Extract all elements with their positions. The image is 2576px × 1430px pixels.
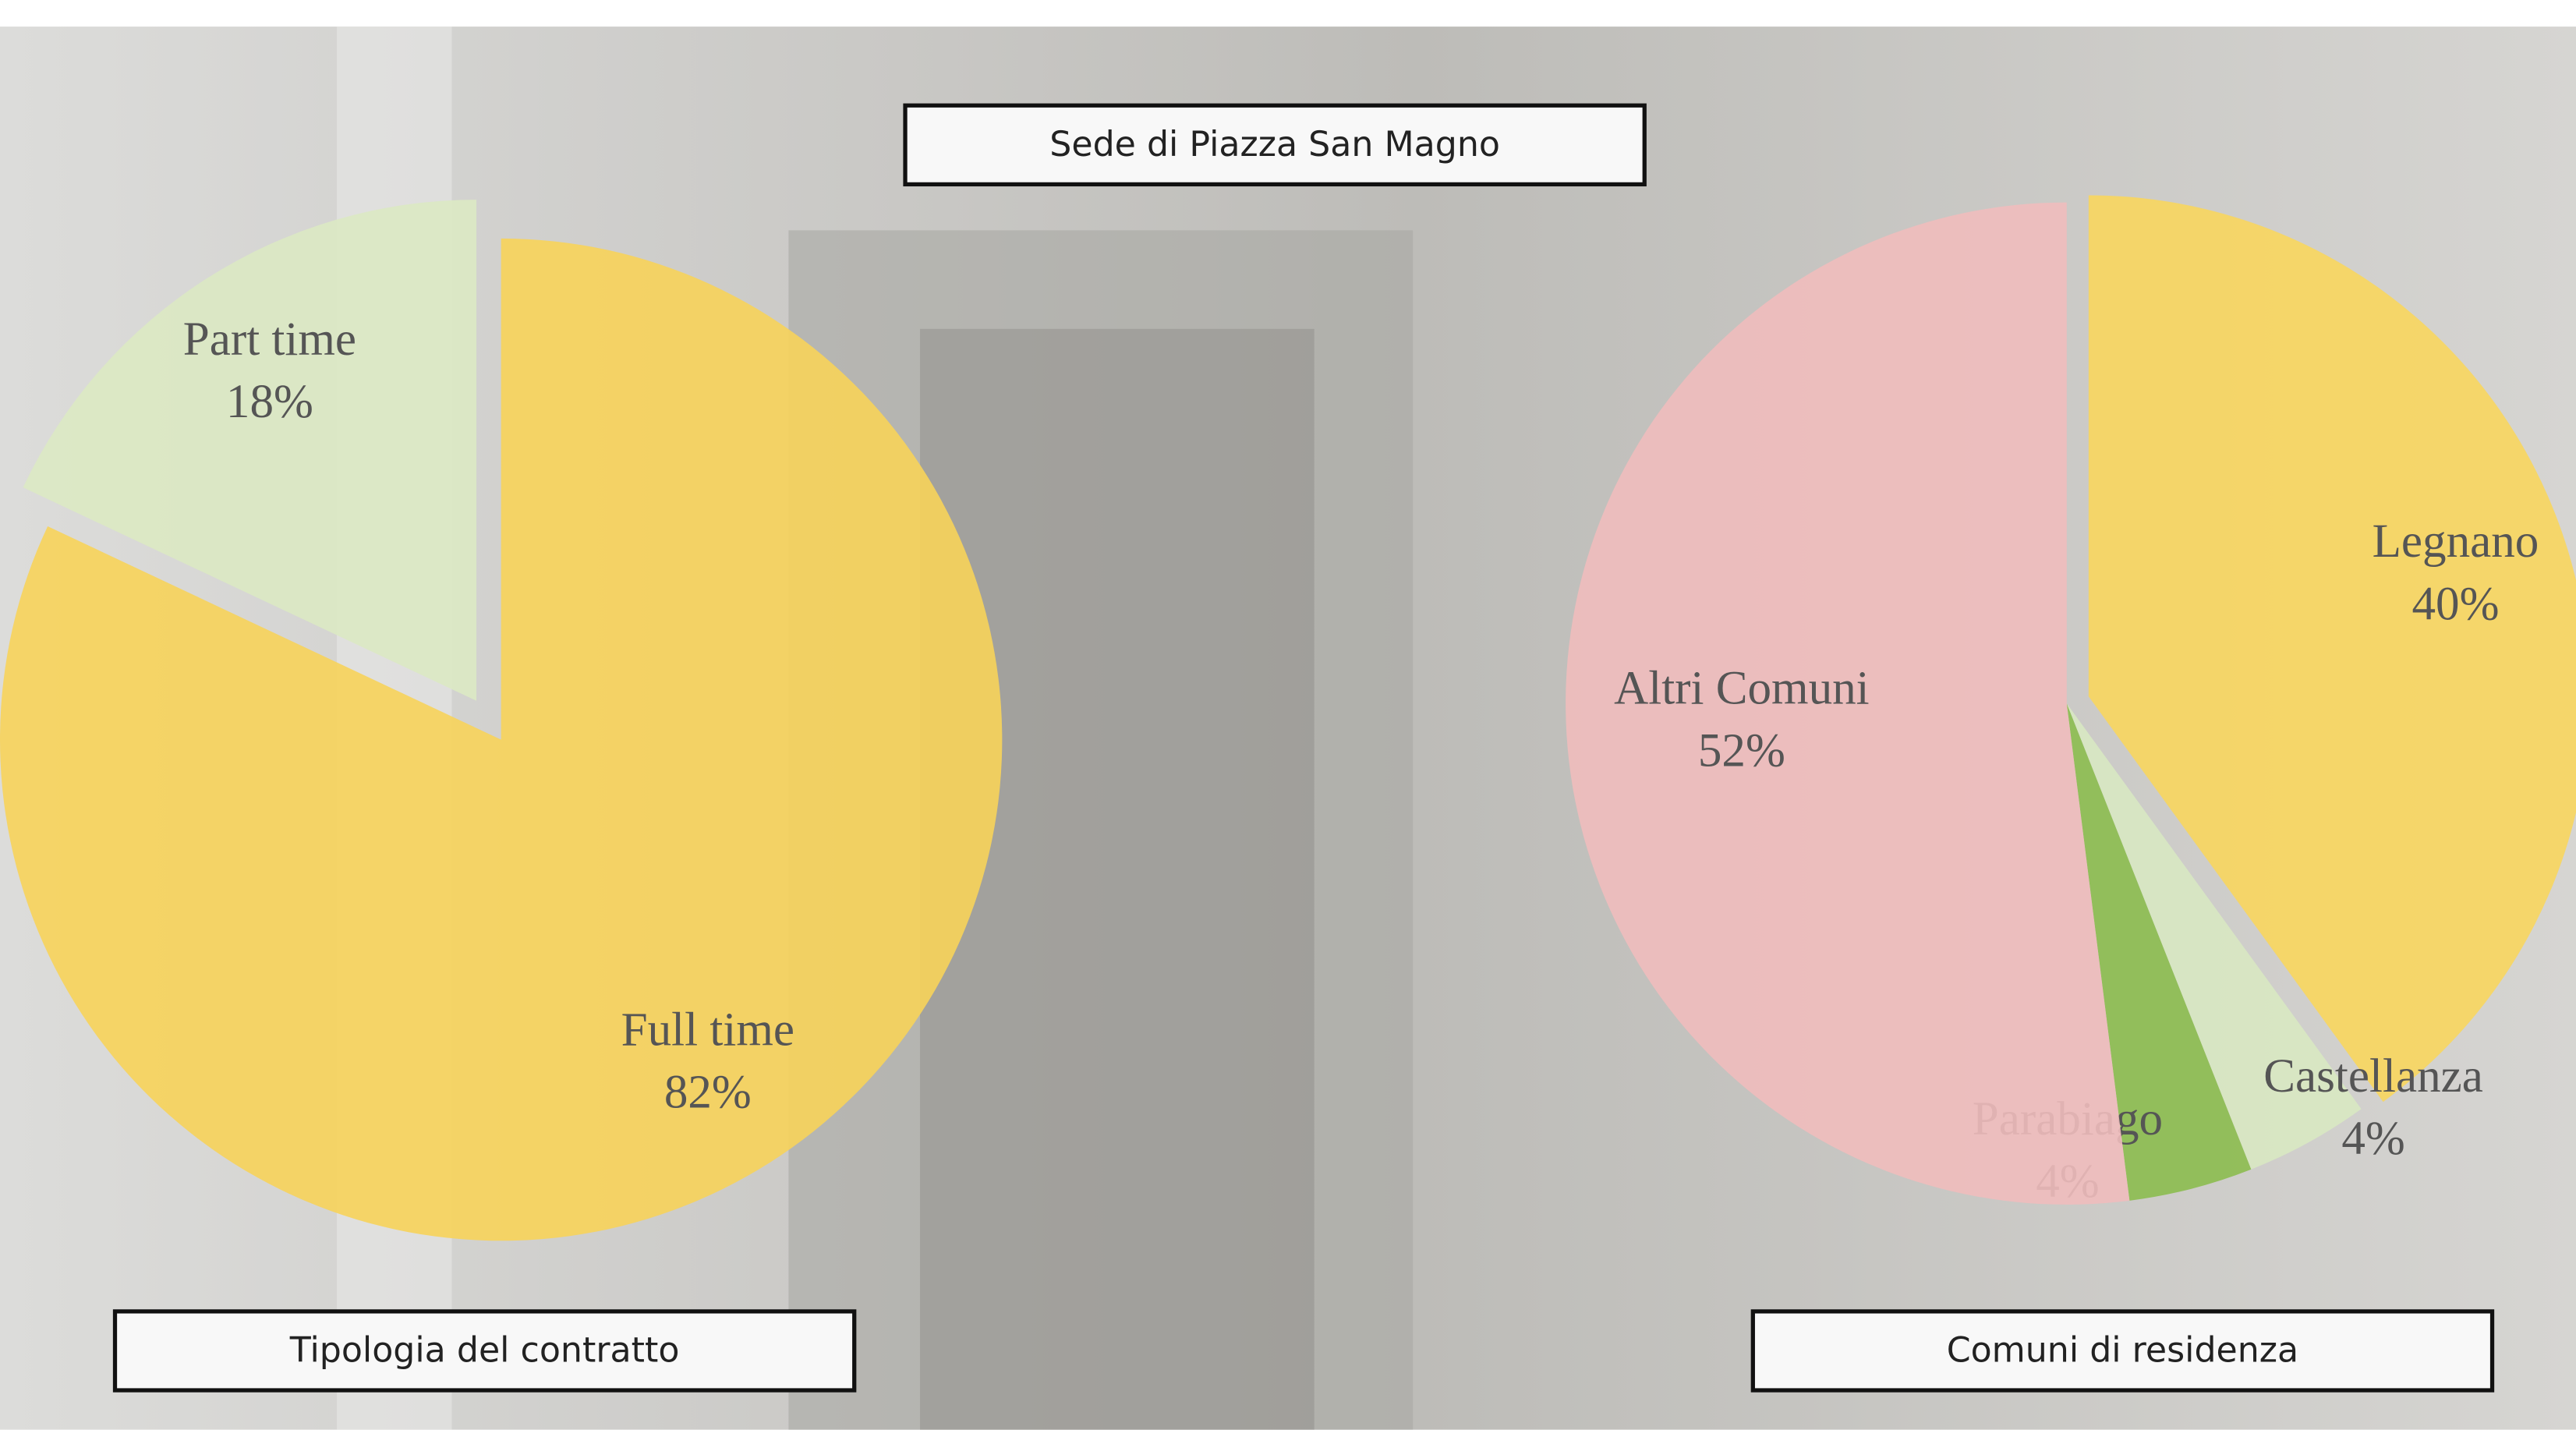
slice-value-label: 82% [664, 1066, 752, 1118]
slice-label: Full time [621, 1003, 794, 1056]
page: Full time 82% Part time 18% Legnano 40% Castel… [0, 0, 2576, 1430]
slice-label: Castellanza [2263, 1050, 2483, 1103]
slice-value-label: 52% [1698, 725, 1785, 777]
slice-value-label: 18% [226, 376, 313, 428]
slice-label: Part time [183, 313, 356, 366]
slice-label: Altri Comuni [1614, 662, 1870, 714]
slice-value-label: 4% [2341, 1113, 2404, 1165]
chart-title: Comuni di residenza [1947, 1331, 2298, 1371]
slice-label: Legnano [2373, 515, 2539, 568]
slice-value-label: 40% [2411, 578, 2499, 630]
chart-title: Tipologia del contratto [289, 1331, 680, 1371]
slide: Full time 82% Part time 18% Legnano 40% Castel… [0, 0, 2576, 1430]
page-title: Sede di Piazza San Magno [1049, 125, 1500, 165]
